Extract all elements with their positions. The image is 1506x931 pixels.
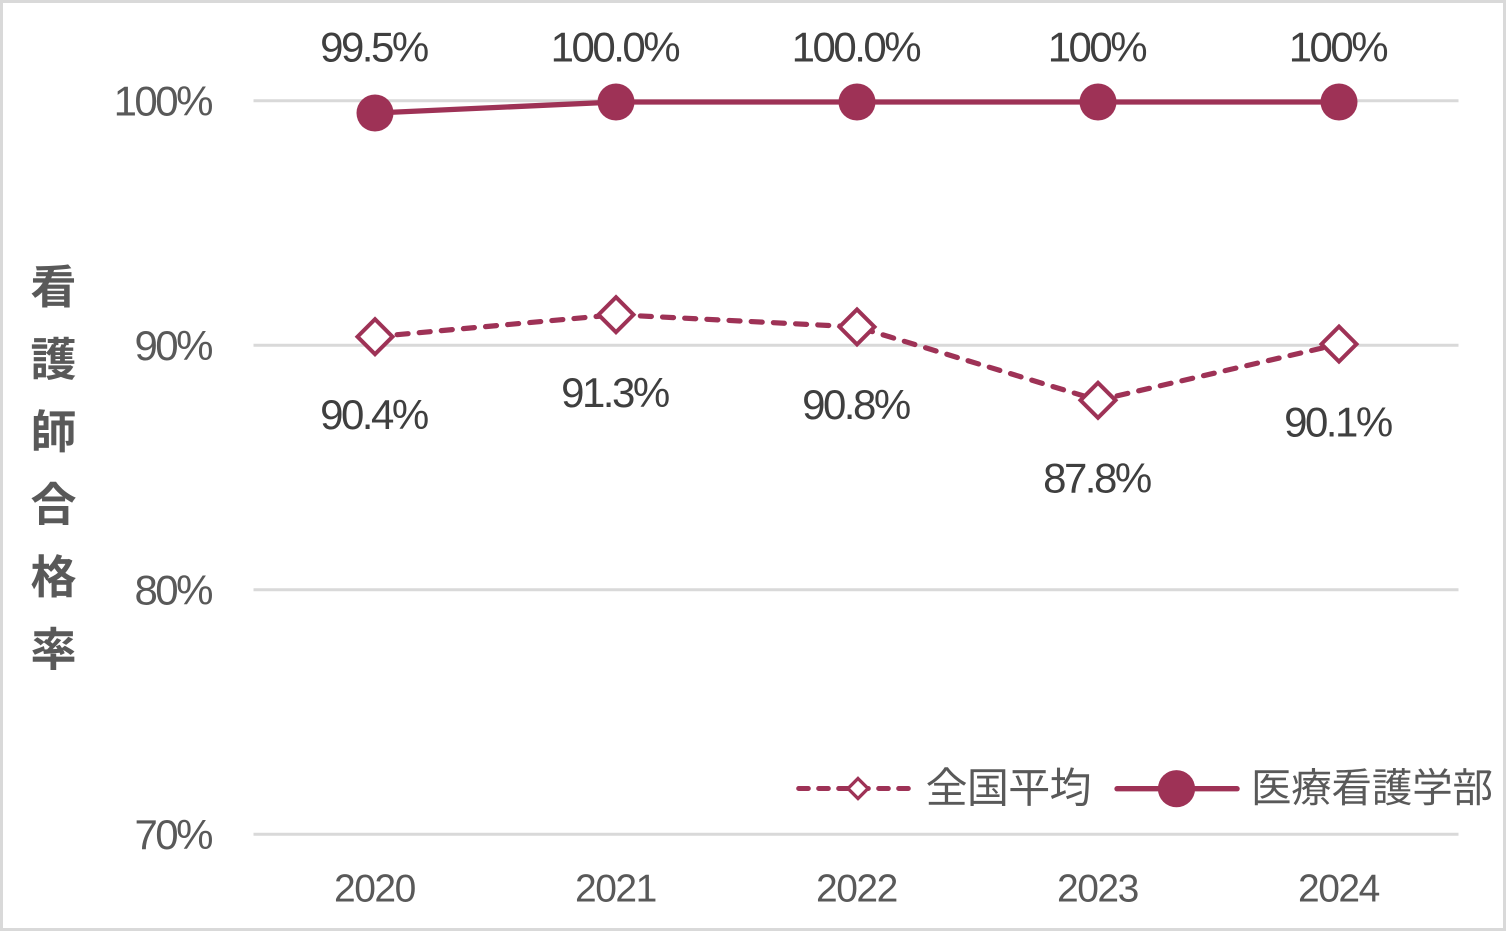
svg-text:87.8%: 87.8%	[1043, 455, 1151, 502]
svg-text:90.4%: 90.4%	[320, 391, 428, 438]
svg-text:80%: 80%	[134, 566, 212, 613]
svg-text:2022: 2022	[816, 867, 897, 910]
svg-text:2020: 2020	[334, 867, 416, 910]
svg-text:90.8%: 90.8%	[802, 381, 910, 428]
svg-text:100%: 100%	[1289, 24, 1388, 71]
svg-text:100.0%: 100.0%	[551, 24, 680, 71]
svg-text:100%: 100%	[1048, 24, 1147, 71]
svg-text:2023: 2023	[1057, 867, 1138, 910]
svg-text:2021: 2021	[575, 867, 656, 910]
svg-text:100.0%: 100.0%	[792, 24, 921, 71]
svg-text:90%: 90%	[134, 322, 212, 369]
svg-text:2024: 2024	[1298, 867, 1380, 910]
svg-text:91.3%: 91.3%	[561, 369, 669, 416]
svg-text:100%: 100%	[114, 77, 213, 124]
svg-text:70%: 70%	[134, 811, 212, 858]
svg-text:99.5%: 99.5%	[320, 24, 428, 71]
svg-text:90.1%: 90.1%	[1284, 398, 1392, 445]
